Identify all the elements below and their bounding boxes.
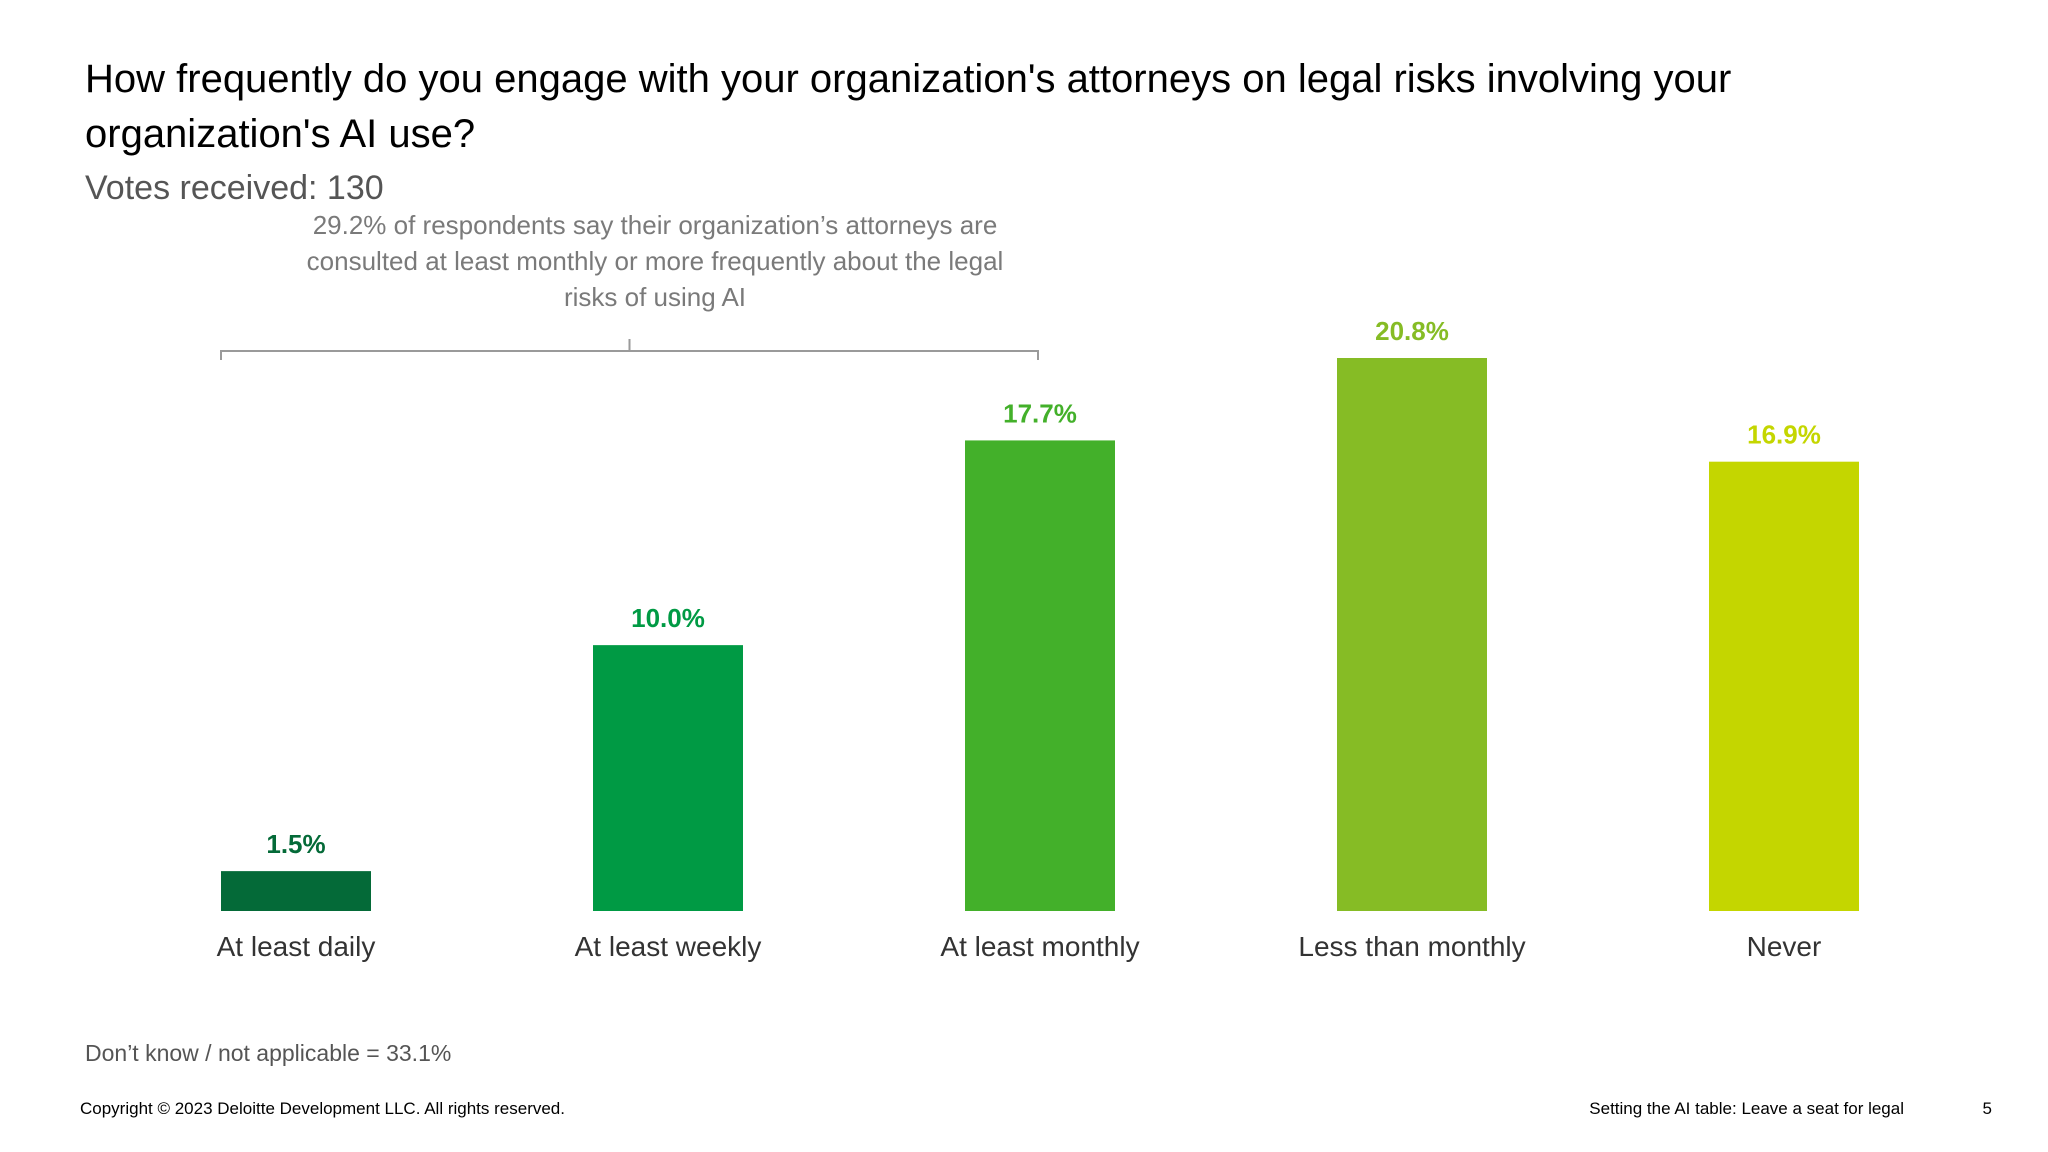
value-label-never: 16.9% [1747,420,1821,450]
bar-never [1709,461,1859,911]
slide-title: How frequently do you engage with your o… [85,57,1732,156]
bar-at-least-monthly [965,440,1115,911]
value-labels-group: 1.5% 10.0% 17.7% 20.8% 16.9% [266,316,1821,859]
bar-at-least-weekly [593,645,743,911]
callout-text: 29.2% of respondents say their organizat… [306,210,1004,312]
value-label-at-least-daily: 1.5% [266,829,325,859]
copyright: Copyright © 2023 Deloitte Development LL… [80,1099,565,1118]
value-label-at-least-monthly: 17.7% [1003,398,1077,428]
footer-title: Setting the AI table: Leave a seat for l… [1589,1099,1904,1118]
value-label-less-than-monthly: 20.8% [1375,316,1449,346]
bar-at-least-daily [221,871,371,911]
category-label-at-least-weekly: At least weekly [575,931,762,962]
category-label-at-least-monthly: At least monthly [940,931,1139,962]
votes-received: Votes received: 130 [85,169,384,207]
value-label-at-least-weekly: 10.0% [631,603,705,633]
footnote-dont-know: Don’t know / not applicable = 33.1% [85,1040,452,1066]
category-label-never: Never [1747,931,1822,962]
callout-bracket [220,339,1039,360]
bar-less-than-monthly [1337,358,1487,911]
bar-chart: 1.5%10.0%17.7%20.8%16.9% At least daily A… [217,316,1859,962]
category-label-at-least-daily: At least daily [217,931,376,962]
category-label-less-than-monthly: Less than monthly [1298,931,1525,962]
category-labels-group: At least daily At least weekly At least mo… [217,931,1822,962]
bars-group [221,358,1859,911]
page-number: 5 [1982,1099,1992,1118]
